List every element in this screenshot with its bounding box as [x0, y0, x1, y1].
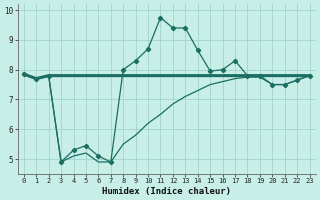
X-axis label: Humidex (Indice chaleur): Humidex (Indice chaleur) — [102, 187, 231, 196]
